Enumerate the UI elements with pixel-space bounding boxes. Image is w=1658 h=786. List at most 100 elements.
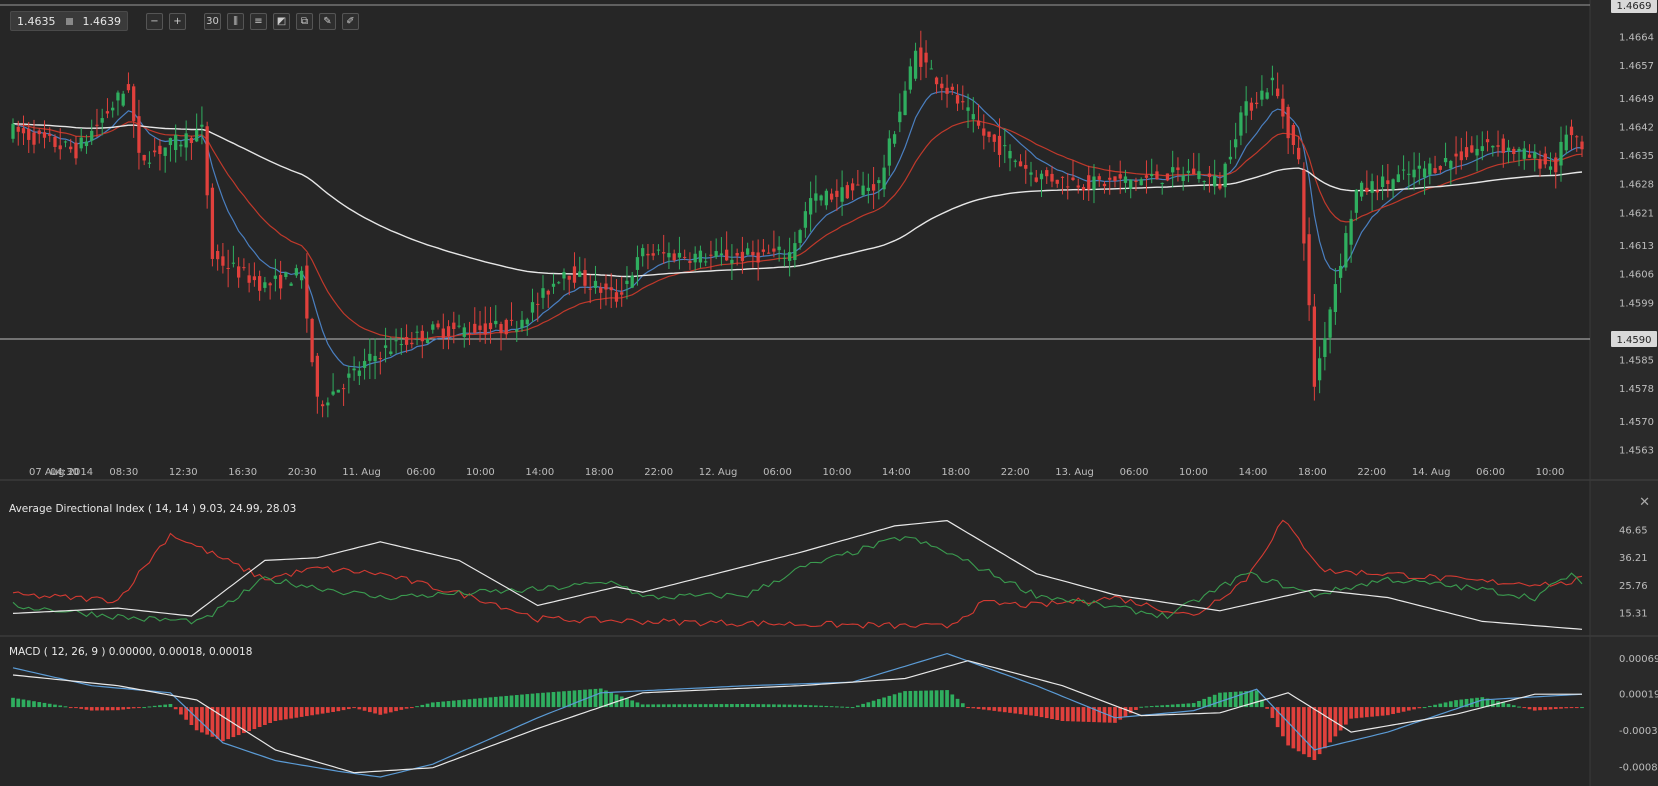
candle [11, 118, 15, 143]
macd-histogram-bar [793, 704, 797, 708]
macd-histogram-bar [378, 707, 383, 715]
candle [641, 244, 645, 267]
candle [1554, 152, 1558, 189]
candle [903, 81, 907, 116]
candle [1302, 162, 1306, 261]
zoom-out-icon[interactable]: − [146, 12, 163, 30]
candle [604, 274, 608, 306]
candle [1102, 181, 1107, 194]
macd-histogram-bar [1123, 707, 1128, 717]
macd-histogram-bar [1034, 707, 1039, 717]
price-tick-label: 1.4563 [1619, 445, 1654, 456]
macd-histogram-bar [1543, 707, 1548, 710]
candle [1286, 104, 1290, 154]
candle [614, 279, 619, 308]
macd-histogram-bar [1202, 698, 1207, 708]
macd-histogram-bar [1286, 707, 1290, 746]
close-adx-icon[interactable]: ✕ [1639, 495, 1650, 510]
candle [48, 127, 52, 143]
pen-icon[interactable]: ✐ [342, 12, 359, 30]
macd-histogram-bar [1113, 707, 1117, 723]
macd-histogram-bar [1050, 707, 1054, 720]
macd-histogram-bar [1065, 707, 1070, 722]
candle [1270, 65, 1275, 96]
candle [882, 154, 886, 198]
macd-histogram-bar [346, 707, 351, 710]
candle [95, 108, 99, 138]
chart-type-icon[interactable]: ◩ [273, 12, 290, 30]
layers-icon[interactable]: ⧉ [296, 12, 313, 30]
macd-histogram-bar [1422, 707, 1427, 709]
macd-histogram-bar [425, 703, 430, 708]
candle [42, 120, 47, 149]
macd-histogram-bar [1469, 698, 1474, 708]
macd-histogram-bar [388, 707, 393, 713]
candle [1071, 160, 1075, 182]
macd-histogram-bar [1464, 698, 1469, 708]
timeframe-button[interactable]: 30 [204, 12, 221, 30]
candle [1276, 72, 1280, 99]
candle [1344, 225, 1348, 271]
price-tick-label: 1.4599 [1619, 298, 1654, 309]
macd-histogram-bar [310, 707, 314, 716]
moving-averages [12, 91, 1583, 369]
adx-tick-label: 36.21 [1619, 553, 1648, 564]
macd-histogram-bar [205, 707, 210, 735]
macd-histogram-bar [451, 700, 456, 708]
time-tick-label: 08:30 [109, 467, 138, 478]
candle [1496, 130, 1500, 157]
candle [1265, 88, 1269, 100]
price-tick-label: 1.4657 [1619, 61, 1654, 72]
macd-histogram-bar [1396, 707, 1401, 713]
candle [562, 268, 566, 291]
macd-histogram-bar [850, 707, 855, 709]
macd-histogram-bar [383, 707, 388, 714]
candle [620, 276, 624, 307]
zoom-in-icon[interactable]: + [169, 12, 186, 30]
macd-histogram-bar [189, 707, 194, 726]
macd-histogram-bar [1102, 707, 1107, 723]
time-tick-label: 06:00 [763, 467, 792, 478]
macd-histogram-bar [871, 700, 876, 708]
candle [383, 327, 388, 363]
macd-histogram-bar [803, 704, 808, 708]
indicators-icon[interactable]: ≡ [250, 12, 267, 30]
draw-icon[interactable]: ✎ [319, 12, 336, 30]
macd-histogram-bar [74, 707, 78, 709]
candle [1234, 122, 1238, 159]
candle [69, 138, 73, 153]
candle [168, 137, 173, 162]
candle [436, 320, 440, 330]
time-tick-label: 18:00 [941, 467, 970, 478]
macd-histogram-bar [714, 704, 719, 708]
macd-histogram-bar [787, 704, 792, 708]
candle [336, 389, 340, 393]
adx-title: Average Directional Index ( 14, 14 ) 9.0… [9, 503, 297, 515]
square-icon [65, 17, 73, 25]
candle [1087, 165, 1091, 201]
macd-histogram-bar [121, 707, 126, 710]
candle [1013, 159, 1017, 168]
candle [410, 331, 414, 349]
candle [1564, 125, 1568, 155]
candles-icon[interactable]: ⫼ [227, 12, 244, 30]
adx-tick-label: 46.65 [1619, 525, 1648, 536]
macd-histogram-bar [58, 705, 63, 708]
macd-histogram-bar [866, 702, 871, 708]
candle [205, 121, 209, 209]
macd-histogram-bar [1244, 691, 1249, 708]
macd-histogram-bar [1018, 707, 1023, 715]
macd-histogram-bar [808, 705, 813, 708]
candle [1422, 161, 1427, 195]
candle [961, 85, 965, 110]
candle [452, 311, 456, 344]
macd-histogram-bar [1118, 707, 1123, 720]
macd-histogram-bar [1506, 703, 1511, 708]
macd-histogram-bar [1349, 707, 1353, 719]
candle [473, 307, 477, 334]
macd-histogram-bar [163, 704, 168, 708]
candle [892, 131, 897, 148]
macd-histogram-bar [541, 692, 545, 708]
